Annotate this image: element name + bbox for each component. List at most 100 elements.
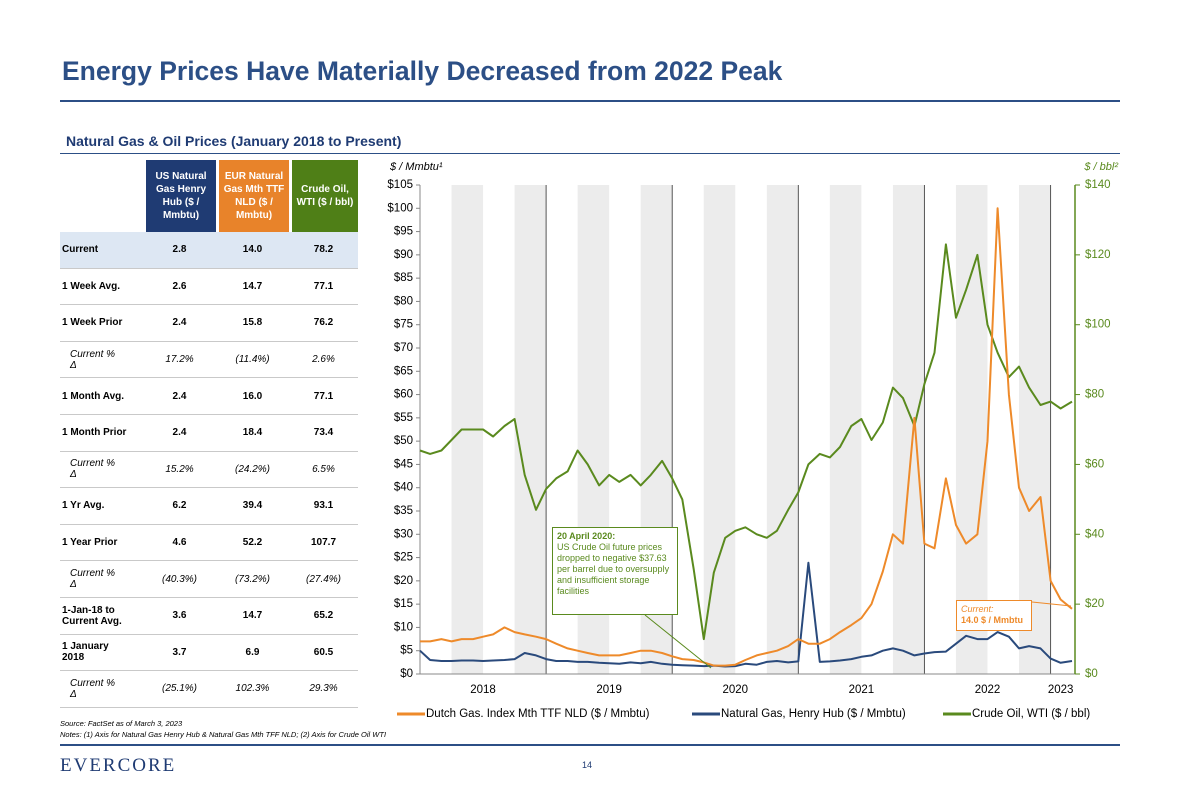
table-cell: (24.2%) <box>216 452 289 489</box>
y2-tick-label: $40 <box>1085 528 1104 540</box>
row-label-cell: Current % Δ <box>60 671 143 708</box>
y-tick-label: $15 <box>394 598 413 610</box>
row-label: 1 Week Avg. <box>62 280 120 292</box>
row-label-cell: 1-Jan-18 to Current Avg. <box>60 598 143 635</box>
column-header: Crude Oil, WTI ($ / bbl) <box>289 160 358 232</box>
table-cell: 3.7 <box>143 635 216 672</box>
table-cell: 77.1 <box>289 269 358 306</box>
y-tick-label: $60 <box>394 389 413 401</box>
page-number: 14 <box>582 760 593 770</box>
y2-tick-label: $0 <box>1085 668 1098 680</box>
y-tick-label: $80 <box>394 295 413 307</box>
quarter-shade <box>514 185 547 674</box>
row-label: 1 Yr Avg. <box>62 500 105 512</box>
y2-tick-label: $100 <box>1085 319 1111 331</box>
row-label-cell: Current % Δ <box>60 452 143 489</box>
table-cell: 93.1 <box>289 488 358 525</box>
row-label: Current % Δ <box>70 677 116 700</box>
row-label: 1-Jan-18 to Current Avg. <box>62 604 122 627</box>
table-row: Current % Δ 15.2% (24.2%) 6.5% <box>60 452 358 489</box>
table-row: 1 Yr Avg. 6.2 39.4 93.1 <box>60 488 358 525</box>
table-cell: 2.8 <box>143 232 216 269</box>
table-cell: 65.2 <box>289 598 358 635</box>
y2-tick-label: $140 <box>1085 179 1111 191</box>
y-tick-label: $85 <box>394 272 413 284</box>
x-tick-label: 2023 <box>1048 684 1074 696</box>
annotation: 20 April 2020: US Crude Oil future price… <box>552 527 678 615</box>
notes: Notes: (1) Axis for Natural Gas Henry Hu… <box>60 730 387 739</box>
row-label-cell: Current % Δ <box>60 342 143 379</box>
row-label: 1 January 2018 <box>62 641 109 664</box>
annotation-title: Current: <box>961 604 994 614</box>
y-tick-label: $65 <box>394 365 413 377</box>
table-cell: 77.1 <box>289 378 358 415</box>
y-tick-label: $30 <box>394 528 413 540</box>
y-tick-label: $75 <box>394 319 413 331</box>
table-cell: 102.3% <box>216 671 289 708</box>
y-tick-label: $10 <box>394 621 413 633</box>
section-rule <box>60 153 1120 154</box>
logo: EVERCORE <box>60 755 177 776</box>
y2-axis-title: $ / bbl² <box>1083 161 1118 173</box>
x-tick-label: 2019 <box>596 684 622 696</box>
table-row: Current 2.8 14.0 78.2 <box>60 232 358 269</box>
y-tick-label: $20 <box>394 575 413 587</box>
x-tick-label: 2022 <box>975 684 1001 696</box>
y-tick-label: $100 <box>387 202 413 214</box>
y2-tick-label: $120 <box>1085 249 1111 261</box>
table-cell: 2.4 <box>143 415 216 452</box>
x-tick-label: 2021 <box>849 684 875 696</box>
row-label-cell: 1 Yr Avg. <box>60 488 143 525</box>
table-cell: 16.0 <box>216 378 289 415</box>
y-tick-label: $105 <box>387 179 413 191</box>
y-tick-label: $55 <box>394 412 413 424</box>
row-label: 1 Week Prior <box>62 317 123 329</box>
y2-tick-label: $20 <box>1085 598 1104 610</box>
legend-label: Natural Gas, Henry Hub ($ / Mmbtu) <box>721 708 906 720</box>
column-header: US Natural Gas Henry Hub ($ / Mmbtu) <box>143 160 216 232</box>
table-row: 1 Month Prior 2.4 18.4 73.4 <box>60 415 358 452</box>
table-cell: 6.9 <box>216 635 289 672</box>
table-cell: 6.5% <box>289 452 358 489</box>
row-label: Current % Δ <box>70 348 116 371</box>
quarter-shade <box>703 185 736 674</box>
table-cell: 2.4 <box>143 378 216 415</box>
table-cell: 52.2 <box>216 525 289 562</box>
y-tick-label: $95 <box>394 226 413 238</box>
table-cell: 107.7 <box>289 525 358 562</box>
legend-label: Dutch Gas. Index Mth TTF NLD ($ / Mmbtu) <box>426 708 650 720</box>
title-rule <box>60 100 1120 102</box>
table-cell: 73.4 <box>289 415 358 452</box>
table-row: 1 Year Prior 4.6 52.2 107.7 <box>60 525 358 562</box>
table-cell: (27.4%) <box>289 561 358 598</box>
row-label-cell: Current <box>60 232 143 269</box>
row-label: 1 Month Avg. <box>62 390 125 402</box>
table-header: US Natural Gas Henry Hub ($ / Mmbtu) EUR … <box>60 160 358 232</box>
corner-cell <box>60 160 143 232</box>
row-label: Current <box>62 244 99 256</box>
legend-label: Crude Oil, WTI ($ / bbl) <box>972 708 1090 720</box>
table-cell: 39.4 <box>216 488 289 525</box>
x-tick-label: 2020 <box>722 684 748 696</box>
table-cell: (40.3%) <box>143 561 216 598</box>
table-row: 1 Week Avg. 2.6 14.7 77.1 <box>60 269 358 306</box>
row-label-cell: 1 Month Avg. <box>60 378 143 415</box>
annotation-title: 20 April 2020: <box>557 531 616 541</box>
y-tick-label: $25 <box>394 552 413 564</box>
price-table: US Natural Gas Henry Hub ($ / Mmbtu) EUR … <box>60 160 358 708</box>
row-label: 1 Year Prior <box>62 537 118 549</box>
annotation-pointer <box>1031 601 1072 607</box>
row-label-cell: 1 January 2018 <box>60 635 143 672</box>
table-cell: 2.4 <box>143 305 216 342</box>
table-row: 1-Jan-18 to Current Avg. 3.6 14.7 65.2 <box>60 598 358 635</box>
table-cell: 17.2% <box>143 342 216 379</box>
annotation-text: US Crude Oil future prices dropped to ne… <box>557 542 670 596</box>
x-tick-label: 2018 <box>470 684 496 696</box>
footer-rule <box>60 744 1120 746</box>
table-cell: 78.2 <box>289 232 358 269</box>
quarter-shade <box>955 185 988 674</box>
quarter-shade <box>1019 185 1051 674</box>
